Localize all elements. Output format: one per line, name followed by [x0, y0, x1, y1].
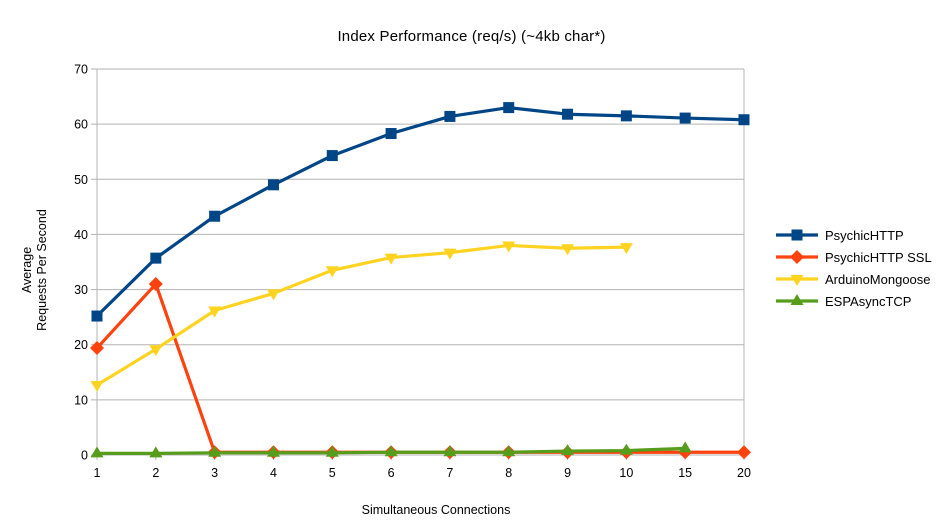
svg-text:10: 10: [619, 466, 633, 480]
svg-text:50: 50: [74, 173, 88, 187]
chart-title: Index Performance (req/s) (~4kb char*): [337, 28, 606, 45]
svg-text:70: 70: [74, 63, 88, 77]
legend-item-arduinomongoose: ArduinoMongoose: [775, 268, 932, 290]
svg-text:6: 6: [388, 466, 395, 480]
svg-text:0: 0: [81, 449, 88, 463]
svg-text:40: 40: [74, 228, 88, 242]
legend: PsychicHTTP PsychicHTTP SSL ArduinoMongo…: [775, 224, 932, 312]
x-axis-ticks: 1 2 3 4 5 6 7 8 9 10 15 20: [94, 455, 751, 480]
series-arduinomongoose: [90, 241, 633, 392]
legend-square-marker-icon: [776, 229, 818, 241]
legend-label: PsychicHTTP SSL: [825, 249, 932, 265]
svg-text:15: 15: [678, 466, 692, 480]
svg-text:10: 10: [74, 393, 88, 407]
svg-text:60: 60: [74, 118, 88, 132]
svg-text:4: 4: [270, 466, 277, 480]
legend-triangle-up-marker-icon: [776, 294, 818, 305]
legend-item-psychichttp: PsychicHTTP: [775, 224, 932, 246]
legend-triangle-down-marker-icon: [776, 275, 818, 286]
series-psychichttp-ssl: [90, 277, 751, 460]
svg-text:8: 8: [505, 466, 512, 480]
svg-text:1: 1: [94, 466, 101, 480]
series-psychichttp: [91, 102, 750, 322]
svg-text:7: 7: [446, 466, 453, 480]
svg-text:5: 5: [329, 466, 336, 480]
svg-text:2: 2: [152, 466, 159, 480]
legend-label: ArduinoMongoose: [825, 271, 931, 287]
svg-text:9: 9: [564, 466, 571, 480]
svg-text:3: 3: [211, 466, 218, 480]
legend-diamond-marker-icon: [776, 250, 818, 264]
legend-item-psychichttp-ssl: PsychicHTTP SSL: [775, 246, 932, 268]
x-axis-title: Simultaneous Connections: [361, 503, 511, 517]
series-espasynctcp: [90, 441, 692, 458]
svg-text:20: 20: [74, 338, 88, 352]
legend-item-espasynctcp: ESPAsyncTCP: [775, 290, 932, 312]
svg-text:20: 20: [737, 466, 751, 480]
legend-label: PsychicHTTP: [825, 227, 904, 243]
svg-text:30: 30: [74, 283, 88, 297]
gridlines: 0 10 20 30 40 50 60 70: [74, 63, 744, 463]
legend-label: ESPAsyncTCP: [825, 293, 912, 309]
